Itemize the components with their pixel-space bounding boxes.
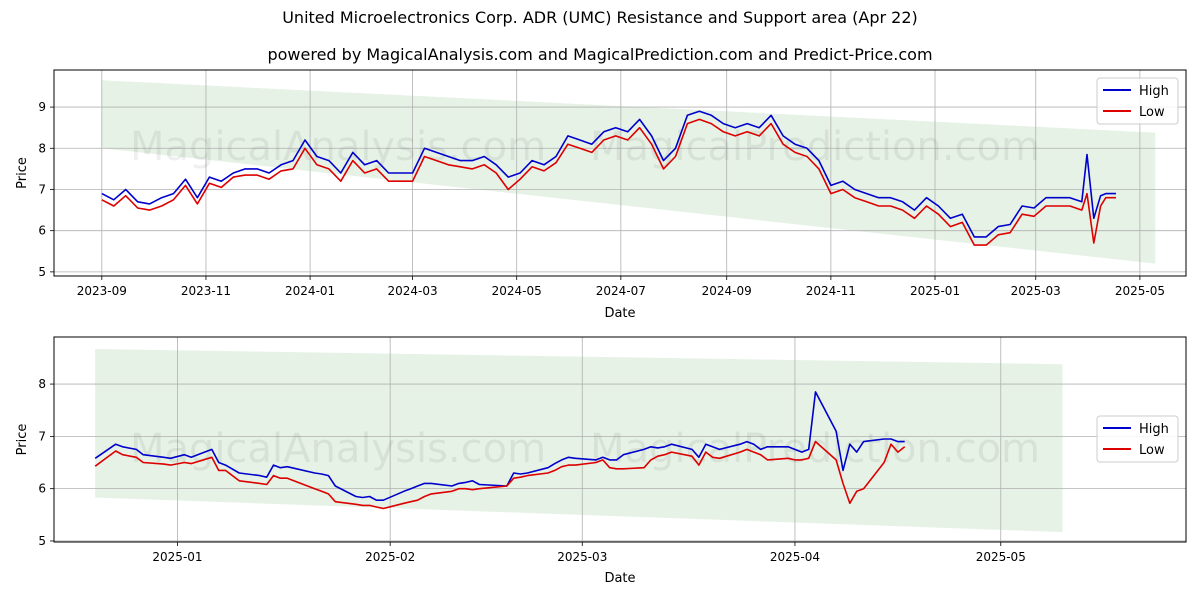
- legend-label-low: Low: [1139, 105, 1165, 120]
- support-resistance-band: [101, 80, 1156, 264]
- x-tick-label: 2025-04: [770, 550, 820, 564]
- x-tick-label: 2025-01: [910, 284, 960, 298]
- x-tick-label: 2024-07: [596, 284, 646, 298]
- watermark-text: MagicalPrediction.com: [590, 124, 1040, 170]
- series-line-high: [101, 110, 1116, 238]
- plot-frame: [53, 336, 1187, 543]
- chart-panel-1: 2023-09 2023-11 2024-01 2024-03 2024-05 2024-…: [15, 69, 1187, 321]
- x-tick-label: 2024-01: [285, 284, 335, 298]
- watermark-text: MagicalAnalysis.com: [130, 124, 546, 170]
- y-tick-label: 7: [38, 429, 46, 443]
- y-tick-label: 8: [38, 377, 46, 391]
- series-line-low: [94, 440, 906, 510]
- y-axis-label: Price: [15, 157, 30, 189]
- x-tick-label: 2024-05: [492, 284, 542, 298]
- x-tick-label: 2025-05: [1115, 284, 1165, 298]
- y-tick-label: 6: [38, 482, 46, 496]
- x-tick-label: 2025-03: [1011, 284, 1061, 298]
- x-tick-label: 2025-03: [557, 550, 607, 564]
- y-tick-label: 7: [38, 182, 46, 196]
- y-tick-label: 5: [38, 265, 46, 279]
- y-tick-label: 8: [38, 141, 46, 155]
- watermark-text: MagicalAnalysis.com: [130, 426, 546, 472]
- chart-subtitle: powered by MagicalAnalysis.com and Magic…: [267, 45, 933, 64]
- y-axis-label: Price: [15, 424, 30, 456]
- x-tick-label: 2024-11: [806, 284, 856, 298]
- x-tick-label: 2023-09: [77, 284, 127, 298]
- chart-title: United Microelectronics Corp. ADR (UMC) …: [282, 8, 918, 27]
- series-line-high: [94, 391, 905, 501]
- x-tick-label: 2024-03: [387, 284, 437, 298]
- y-tick-label: 9: [38, 100, 46, 114]
- y-tick-label: 6: [38, 224, 46, 238]
- x-tick-label: 2023-11: [181, 284, 231, 298]
- legend-label-low: Low: [1139, 443, 1165, 458]
- x-tick-label: 2025-02: [365, 550, 415, 564]
- watermark-text: MagicalPrediction.com: [590, 426, 1040, 472]
- plot-frame: [53, 69, 1187, 277]
- x-tick-label: 2024-09: [702, 284, 752, 298]
- legend-label-high: High: [1139, 422, 1169, 437]
- chart-panel-2: 2025-01 2025-02 2025-03 2025-04 2025-05 5 6 7 8 M…: [15, 336, 1187, 586]
- x-tick-label: 2025-01: [152, 550, 202, 564]
- y-tick-label: 5: [38, 534, 46, 548]
- x-tick-label: 2025-05: [976, 550, 1026, 564]
- x-axis-label: Date: [604, 306, 635, 321]
- series-line-low: [101, 118, 1116, 246]
- legend-label-high: High: [1139, 84, 1169, 99]
- x-axis-label: Date: [604, 571, 635, 586]
